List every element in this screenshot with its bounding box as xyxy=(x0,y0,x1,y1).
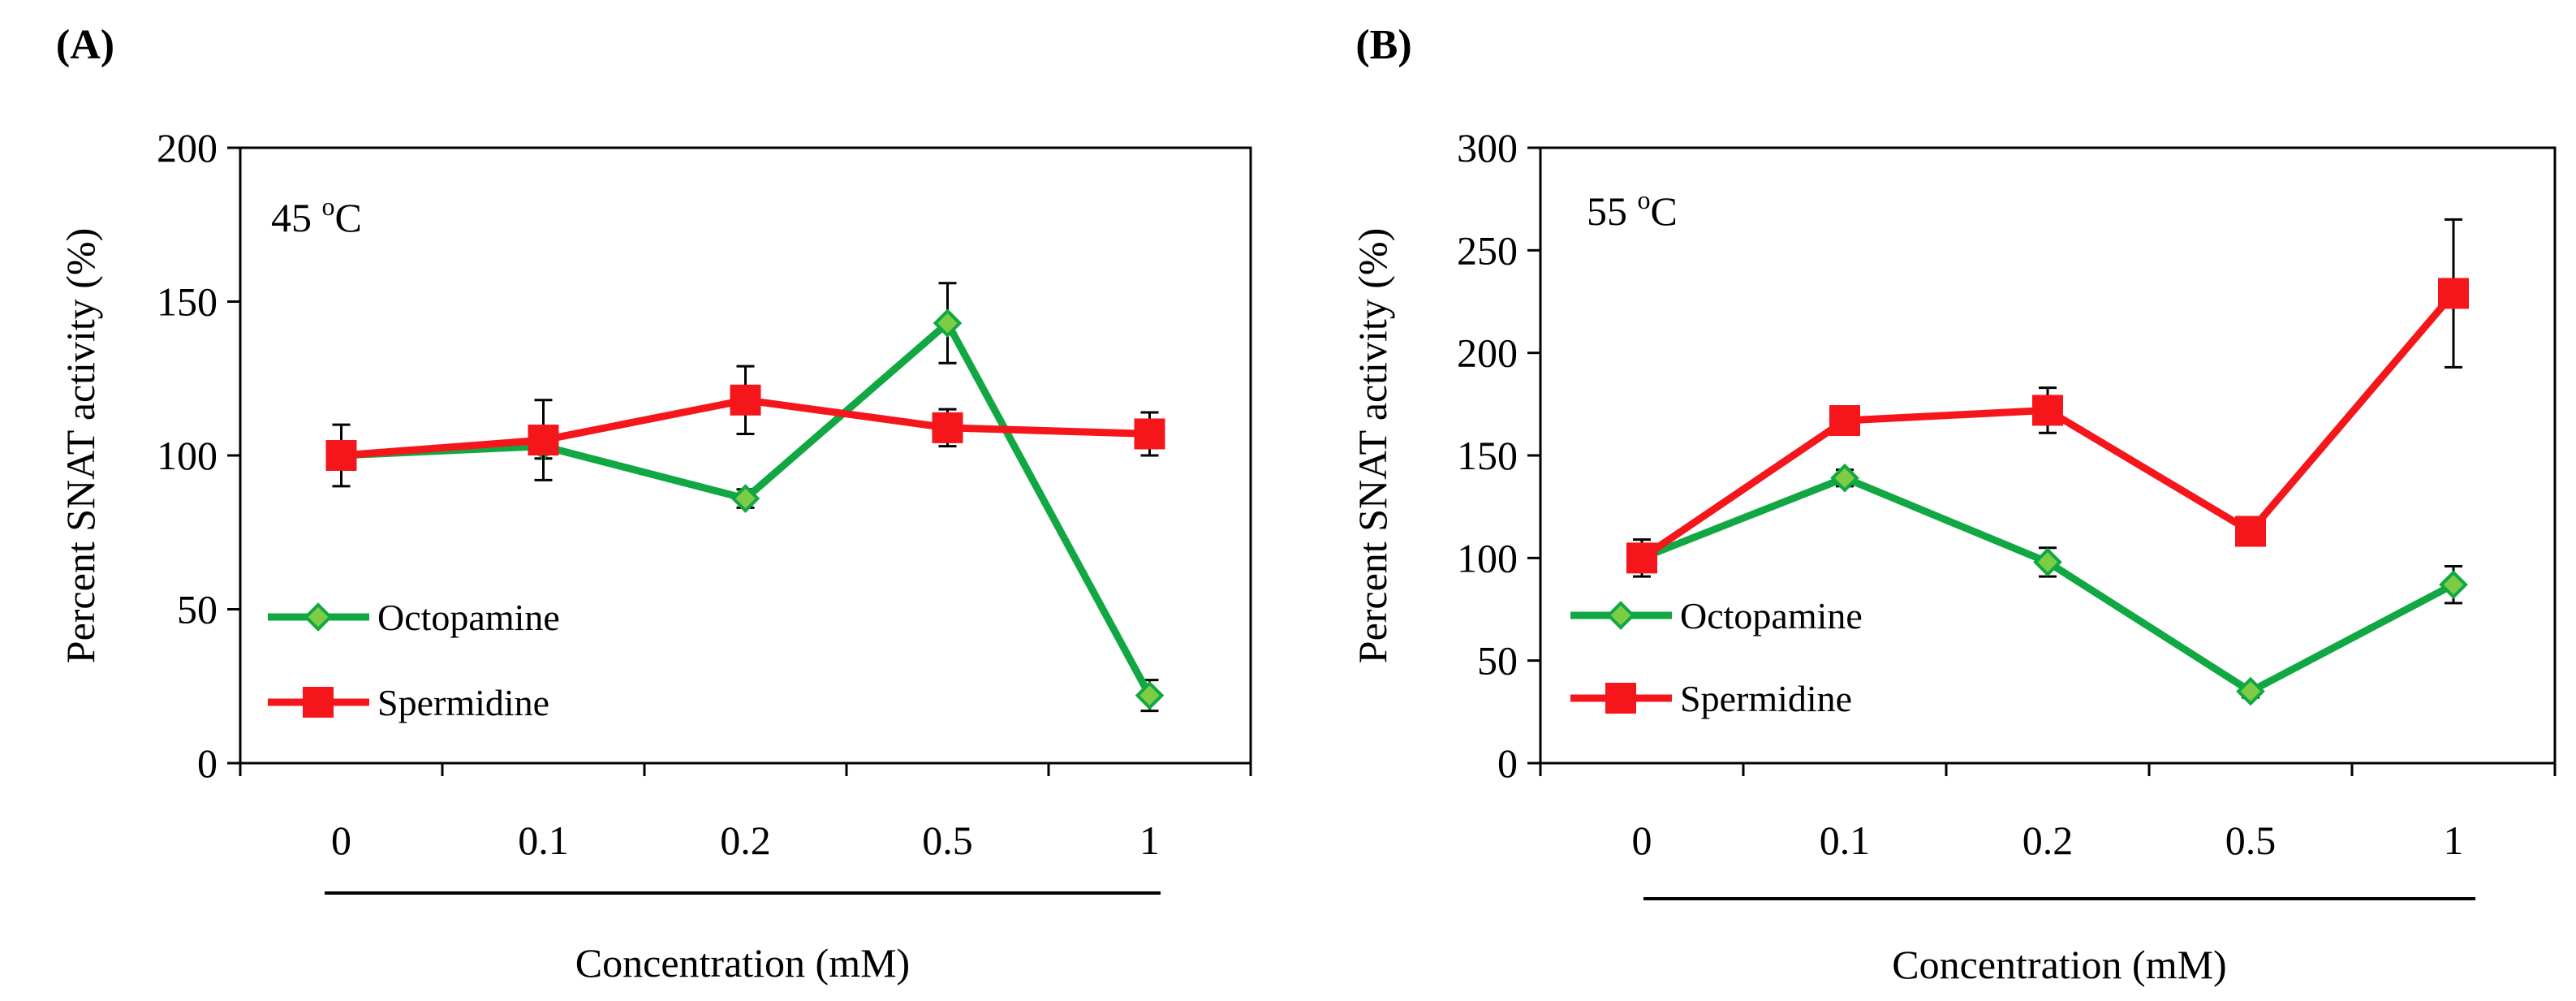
plot-area-frame xyxy=(1539,146,2557,765)
x-tick-label: 0.2 xyxy=(2022,818,2074,863)
y-tick-label: 100 xyxy=(1457,535,1518,580)
x-tick-label: 0 xyxy=(331,818,351,863)
x-axis-title: Concentration (mM) xyxy=(1892,942,2226,987)
temperature-unit: C xyxy=(335,195,362,240)
y-tick-label: 150 xyxy=(157,279,218,325)
data-point-marker xyxy=(2033,547,2062,577)
y-axis-title: Percent SNAT activity (%) xyxy=(1350,228,1395,663)
temperature-annotation: 55 oC xyxy=(1587,185,1678,234)
legend-label: Spermidine xyxy=(377,682,549,723)
temperature-value: 45 xyxy=(271,195,322,240)
x-tick-label: 0.1 xyxy=(518,818,569,863)
data-point-marker xyxy=(325,440,357,471)
data-point-marker xyxy=(2439,570,2468,600)
legend-entry-spermidine: Spermidine xyxy=(1570,678,1852,719)
temperature-annotation: 45 oC xyxy=(271,192,362,240)
legend-entry-octopamine: Octopamine xyxy=(1570,595,1863,636)
legend-label: Octopamine xyxy=(1680,595,1863,636)
legend-marker xyxy=(1605,683,1636,714)
temperature-degree: o xyxy=(322,192,335,221)
y-tick-label: 50 xyxy=(177,587,218,632)
y-tick-label: 50 xyxy=(1477,638,1518,684)
x-tick-label: 1 xyxy=(1139,818,1160,863)
data-point-marker xyxy=(1830,463,1859,493)
legend-marker xyxy=(1606,601,1635,630)
y-tick-label: 250 xyxy=(1457,227,1518,273)
x-tick-label: 0 xyxy=(1632,818,1652,863)
x-tick-label: 0.5 xyxy=(922,818,973,863)
legend-label: Spermidine xyxy=(1680,678,1852,719)
temperature-degree: o xyxy=(1638,185,1651,214)
series-octopamine xyxy=(1627,463,2468,706)
data-point-marker xyxy=(2236,676,2265,706)
legend-marker xyxy=(303,687,334,718)
legend-marker xyxy=(304,602,333,632)
chart-panel-b: (B) 0 50 100 150 200 250 300 0 0.1 0.2 0.5 1 Concentr… xyxy=(1350,22,2557,987)
temperature-unit: C xyxy=(1651,188,1678,234)
y-tick-label: 0 xyxy=(197,740,218,786)
y-axis-title: Percent SNAT activity (%) xyxy=(58,228,103,663)
legend-label: Octopamine xyxy=(377,597,560,638)
chart-panel-a: (A) 0 50 100 150 200 0 0.1 0.2 0.5 1 Concentration … xyxy=(56,22,1252,986)
x-tick-label: 1 xyxy=(2444,818,2464,863)
panel-label: (A) xyxy=(56,22,114,68)
y-tick-label: 0 xyxy=(1497,740,1518,786)
series-spermidine xyxy=(1626,218,2469,578)
temperature-value: 55 xyxy=(1587,188,1638,234)
data-point-marker xyxy=(2438,278,2469,309)
y-tick-label: 100 xyxy=(157,433,218,478)
x-tick-label: 0.1 xyxy=(1820,818,1871,863)
panel-label: (B) xyxy=(1355,22,1411,68)
y-tick-label: 150 xyxy=(1457,433,1518,478)
series-spermidine xyxy=(325,365,1165,488)
data-point-marker xyxy=(528,425,559,456)
y-tick-label: 200 xyxy=(1457,330,1518,376)
y-tick-label: 300 xyxy=(1457,125,1518,170)
y-tick-label: 200 xyxy=(157,125,218,170)
x-tick-label: 0.2 xyxy=(720,818,771,863)
data-point-marker xyxy=(1829,405,1860,437)
x-axis-title: Concentration (mM) xyxy=(575,940,910,986)
legend-entry-octopamine: Octopamine xyxy=(268,597,560,638)
series-line xyxy=(1640,474,2456,696)
legend-entry-spermidine: Spermidine xyxy=(268,682,549,723)
data-point-marker xyxy=(1135,680,1165,710)
data-point-marker xyxy=(730,484,760,513)
data-point-marker xyxy=(730,384,761,416)
data-point-marker xyxy=(932,412,963,443)
data-point-marker xyxy=(933,308,963,338)
data-point-marker xyxy=(1134,418,1165,450)
data-point-marker xyxy=(2032,395,2063,426)
data-point-marker xyxy=(2235,516,2266,547)
data-point-marker xyxy=(1626,542,1657,574)
series-octopamine xyxy=(326,282,1165,713)
x-tick-label: 0.5 xyxy=(2225,818,2277,863)
